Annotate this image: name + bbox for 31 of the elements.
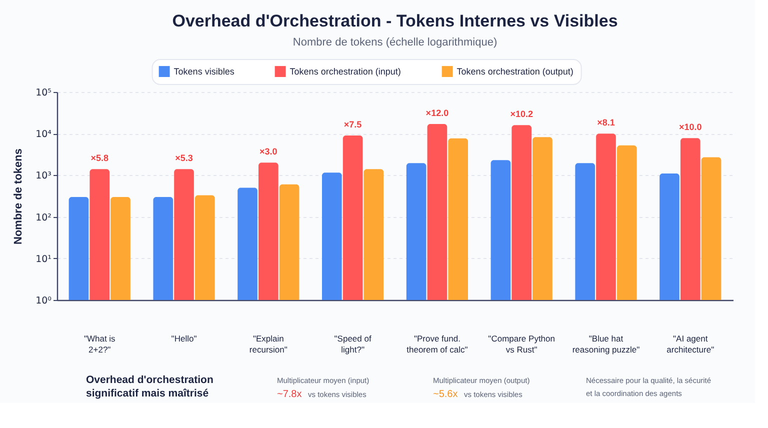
annotation: ×5.3	[175, 153, 193, 164]
chart-subtitle: Nombre de tokens (échelle logarithmique)	[292, 36, 498, 48]
y-tick-label: 10⁵	[36, 88, 52, 98]
annotation: ×10.2	[510, 109, 533, 120]
x-tick-label: "Speed of light?"	[334, 334, 372, 354]
x-tick-label: "Compare Python vs Rust"	[488, 334, 556, 354]
text: ~5.6x	[433, 389, 458, 400]
x-tick-label: "Explain recursion"	[249, 334, 288, 354]
text: Overhead d'orchestration significatif mais maîtrisé	[86, 374, 214, 400]
x-tick-label: "Blue hat reasoning puzzle"	[572, 334, 640, 354]
x-tick-label: "Hello"	[171, 334, 197, 344]
x-tick-label: "AI agent architecture"	[666, 334, 714, 354]
y-axis-title: Nombre de tokens	[12, 148, 25, 244]
annotation: ×5.8	[90, 153, 109, 164]
annotation: ×7.5	[344, 120, 362, 130]
annotation: ×3.0	[260, 146, 278, 157]
chart-title: Overhead d'Orchestration - Tokens Internes vs Visibles	[172, 12, 618, 30]
x-tick-label: "What is 2+2?"	[84, 334, 116, 354]
y-tick-label: 10³	[36, 170, 52, 182]
y-tick-label: 10⁰	[36, 296, 52, 306]
y-tick-label: 10¹	[36, 254, 52, 265]
annotation: ×10.0	[678, 122, 702, 132]
legend-label: Tokens orchestration (input)	[290, 66, 401, 77]
annotation: ×12.0	[426, 108, 449, 118]
legend-label: Tokens orchestration (output)	[456, 66, 574, 77]
legend-label: Tokens visibles	[174, 66, 235, 77]
y-tick-label: 10²	[36, 212, 52, 224]
annotation: ×8.1	[597, 118, 615, 128]
text: ~7.8x	[277, 389, 302, 400]
x-tick-label: "Prove fund. theorem of calc"	[406, 334, 468, 354]
y-tick-label: 10⁴	[36, 129, 52, 140]
